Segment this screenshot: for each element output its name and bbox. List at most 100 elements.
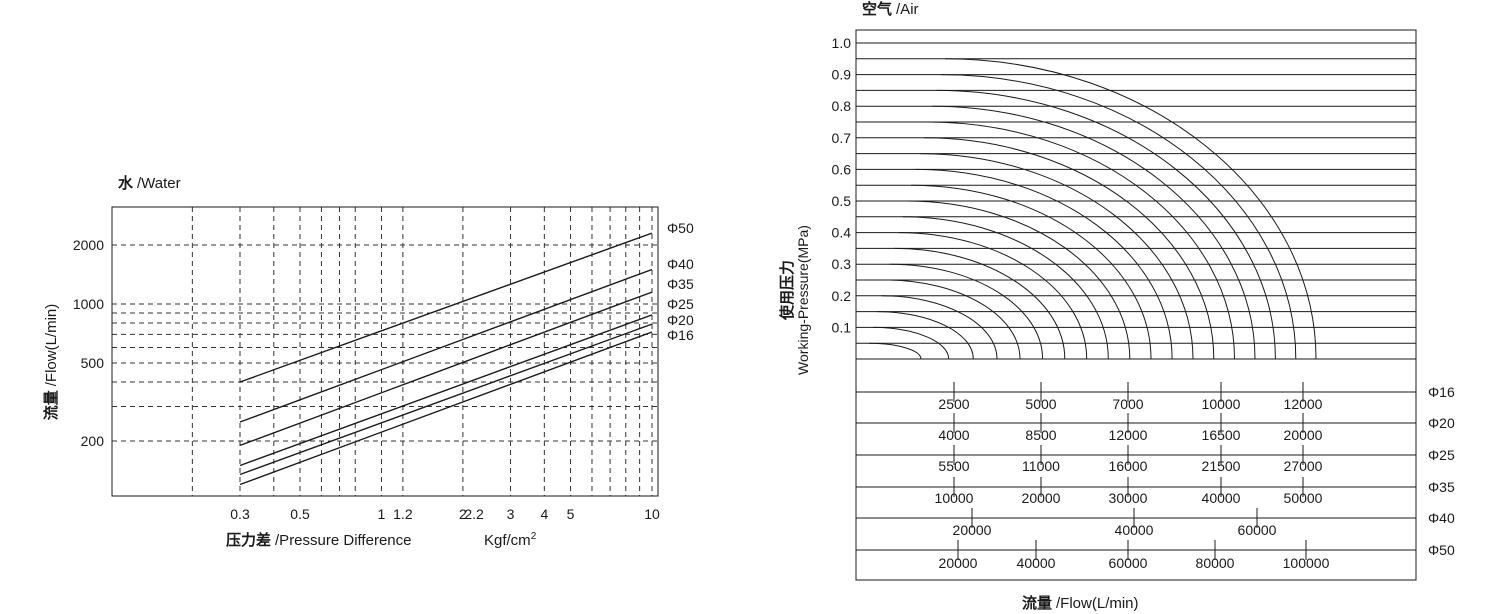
air-y-axis-label-cn: 使用压力	[778, 260, 796, 321]
air-flow-scale-label: 30000	[1109, 490, 1148, 506]
water-series-line	[239, 232, 653, 383]
air-flow-curve	[936, 89, 1276, 360]
air-flow-scale-label: 40000	[1202, 490, 1241, 506]
air-flow-scale-label: 4000	[938, 427, 969, 443]
water-y-tick-labels: 200 500 1000 2000	[73, 237, 104, 449]
air-ylabel-cn: 使用压力	[778, 260, 796, 321]
air-y-tick-label: 0.7	[832, 130, 852, 146]
water-x-unit-text: Kgf/cm	[484, 532, 531, 549]
water-series-label: Φ25	[667, 296, 694, 312]
air-flow-scale-label: 50000	[1284, 490, 1323, 506]
air-flow-curve	[881, 295, 998, 360]
water-x-tick-label: 1	[378, 506, 386, 522]
water-x-axis-label: 压力差/Pressure Difference	[226, 531, 411, 549]
air-flow-scale-label: 20000	[939, 555, 978, 571]
air-flow-curve	[940, 74, 1297, 360]
air-flow-scale-label: 80000	[1196, 555, 1235, 571]
water-x-unit: Kgf/cm2	[484, 531, 537, 549]
water-series-group	[239, 232, 653, 486]
air-title-cn: 空气	[862, 0, 892, 18]
water-x-tick-label: 0.3	[230, 506, 250, 522]
water-series-line	[239, 323, 653, 476]
air-flow-curve	[894, 247, 1066, 360]
water-y-axis-label: 流量/Flow(L/min)	[42, 304, 60, 421]
air-flow-scales: 2500 5000 7000 10000 12000 Φ16 4000 8500 12000 16…	[856, 382, 1455, 571]
air-ylabel-en: Working-Pressure(MPa)	[795, 225, 811, 375]
air-flow-scale-label: 5500	[938, 458, 969, 474]
air-flow-scale-label: 20000	[1284, 427, 1323, 443]
water-y-tick-label: 2000	[73, 237, 104, 253]
water-title-en: /Water	[137, 175, 181, 192]
air-y-tick-label: 0.6	[832, 161, 852, 177]
air-flow-scale-label: 2500	[938, 396, 969, 412]
air-y-tick-label: 0.4	[832, 225, 852, 241]
air-y-tick-label: 0.3	[832, 256, 852, 272]
water-series-label: Φ50	[667, 220, 694, 236]
water-x-tick-label: 2.2	[464, 506, 484, 522]
water-plot-frame	[111, 206, 659, 497]
water-x-unit-sup: 2	[531, 531, 537, 542]
air-flow-curve	[890, 263, 1044, 360]
air-y-tick-label: 0.1	[832, 319, 852, 335]
air-flow-scale-label: 11000	[1022, 458, 1060, 474]
air-flow-scale-label: 12000	[1284, 396, 1323, 412]
air-flow-curve	[932, 105, 1256, 360]
air-flow-scale-name: Φ25	[1428, 447, 1455, 463]
air-flow-curve	[915, 168, 1173, 360]
air-flow-scale-name: Φ20	[1428, 415, 1455, 431]
air-y-tick-label: 0.5	[832, 193, 852, 209]
air-flow-scale-label: 5000	[1025, 396, 1056, 412]
air-flow-scale-label: 12000	[1109, 427, 1148, 443]
water-series-label: Φ16	[667, 327, 694, 343]
air-flow-scale-label: 10000	[935, 490, 974, 506]
air-flow-scale-label: 16500	[1202, 427, 1241, 443]
air-y-tick-label: 0.9	[832, 67, 852, 83]
air-y-tick-labels: 0.1 0.2 0.3 0.4 0.5 0.6 0.7 0.8 0.9 1.0	[832, 35, 852, 335]
air-flow-scale-label: 40000	[1017, 555, 1056, 571]
water-series-label: Φ35	[667, 276, 694, 292]
water-y-tick-label: 1000	[73, 296, 104, 312]
air-flow-curve	[919, 153, 1194, 360]
air-flow-scale-label: 60000	[1109, 555, 1148, 571]
water-title: 水/Water	[118, 174, 181, 192]
water-ylabel-en: /Flow(L/min)	[43, 304, 60, 387]
air-flow-curve	[944, 58, 1317, 360]
water-series-line	[239, 331, 653, 486]
air-chart: 空气/Air 0.1 0.2 0.3 0.4 0.5 0.6 0.7 0.8 0.9 1.0 25…	[778, 0, 1455, 612]
air-flow-scale-label: 27000	[1284, 458, 1323, 474]
air-y-tick-label: 0.8	[832, 98, 852, 114]
air-flow-scale-label: 8500	[1025, 427, 1056, 443]
air-flow-scale-label: 60000	[1238, 522, 1277, 538]
water-series-line	[239, 268, 653, 423]
air-x-axis-label: 流量/Flow(L/min)	[1022, 594, 1139, 612]
air-flow-scale-name: Φ50	[1428, 542, 1455, 558]
air-flow-scale-label: 20000	[953, 522, 992, 538]
water-x-tick-labels: 0.3 0.5 1 1.2 22.2 3 4 5 10	[230, 506, 660, 522]
water-xlabel-cn: 压力差	[226, 531, 271, 549]
air-y-tick-label: 1.0	[832, 35, 852, 51]
air-flow-curve	[885, 279, 1021, 360]
air-y-tick-label: 0.2	[832, 288, 852, 304]
water-series-label: Φ20	[667, 312, 694, 328]
air-xlabel-en: /Flow(L/min)	[1056, 595, 1139, 612]
air-flow-curve	[902, 216, 1109, 360]
air-flow-curve	[928, 121, 1235, 360]
water-title-cn: 水	[118, 174, 134, 192]
air-pressure-lines	[856, 42, 1416, 360]
air-flow-curve	[898, 232, 1088, 360]
water-xlabel-en: /Pressure Difference	[275, 532, 411, 549]
air-flow-scale-label: 100000	[1283, 555, 1330, 571]
air-flow-curve	[923, 137, 1215, 360]
air-title: 空气/Air	[862, 0, 919, 18]
air-flow-scale-label: 7000	[1112, 396, 1143, 412]
air-flow-scale-label: 16000	[1109, 458, 1148, 474]
water-x-tick-label: 2	[459, 506, 467, 522]
water-y-tick-label: 500	[81, 355, 105, 371]
water-x-tick-label: 5	[567, 506, 575, 522]
air-flow-curve	[877, 311, 974, 360]
air-plot-frame	[855, 29, 1417, 581]
air-flow-curve	[873, 326, 950, 360]
air-flow-scale-label: 21500	[1202, 458, 1241, 474]
